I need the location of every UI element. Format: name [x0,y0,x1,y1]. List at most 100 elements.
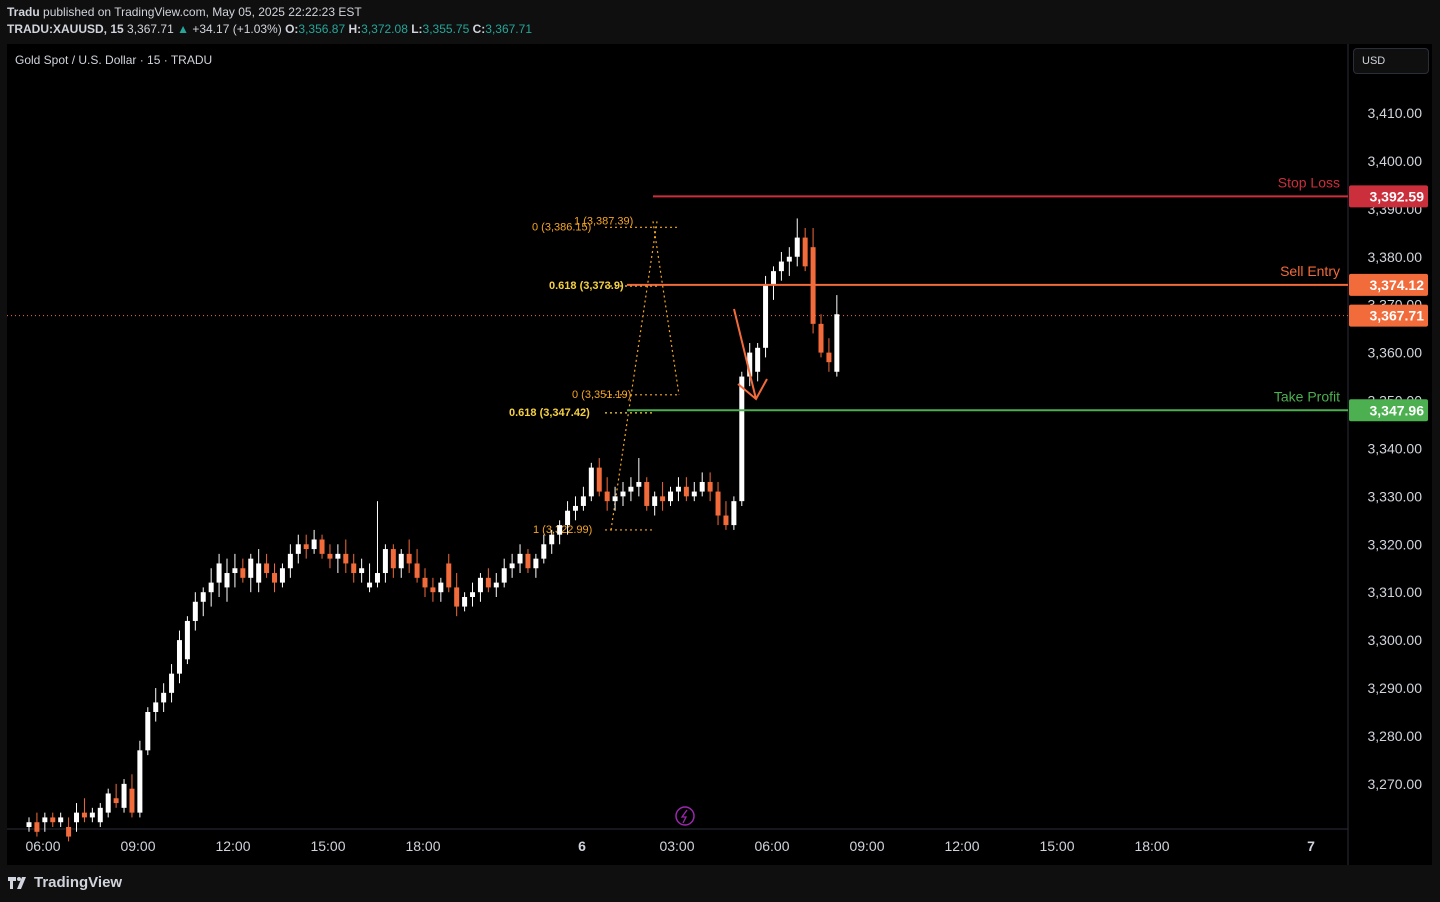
low-value: 3,355.75 [422,22,470,36]
candle-body [715,491,721,516]
candle-body [541,544,547,559]
published-text: published on TradingView.com, May 05, 20… [43,5,362,19]
candle-body [176,640,182,674]
y-tick-label: 3,400.00 [1368,153,1423,169]
candle-body [778,261,784,272]
lightning-bolt-icon [680,809,688,824]
x-tick-label: 09:00 [849,838,884,854]
fib-trend-line [610,221,658,531]
candle-body [121,783,127,808]
candle-body [374,573,380,583]
x-tick-label: 18:00 [1134,838,1169,854]
chart-area[interactable]: Gold Spot / U.S. Dollar · 15 · TRADU 3,27… [7,44,1432,865]
candle-body [295,544,301,554]
candle-body [161,692,167,703]
candle-body [462,596,468,607]
candle-body [620,491,626,497]
y-tick-label: 3,410.00 [1368,105,1423,121]
candle-body [699,481,705,492]
candle-body [382,549,388,574]
tradingview-logo[interactable]: TradingView [8,874,122,891]
y-tick-label: 3,320.00 [1368,536,1423,552]
arrow-head-icon [737,378,768,401]
y-tick-label: 3,290.00 [1368,680,1423,696]
candle-body [731,501,737,526]
candle-body [137,750,143,813]
y-tick-label: 3,270.00 [1368,776,1423,792]
candle-body [509,563,515,569]
candle-body [517,553,523,564]
candle-body [406,553,412,564]
fib-label: 0.618 (3,373.9) [549,280,624,292]
candle-body [549,534,555,545]
candle-body [272,573,278,583]
candle-body [367,582,373,588]
last-price-tag [1349,304,1428,327]
candle-body [763,285,769,348]
candle-body [327,553,333,559]
publisher-name[interactable]: Tradu [7,5,40,19]
candle-body [834,314,840,372]
candle-body [311,539,317,550]
y-tick-label: 3,300.00 [1368,632,1423,648]
high-value: 3,372.08 [361,22,408,36]
candle-body [628,486,634,492]
change-text: +34.17 (+1.03%) [192,22,282,36]
last-price-label: 3,367.71 [1370,308,1425,324]
fib-label: 0 (3,351.19) [572,389,631,401]
candle-body [113,798,119,804]
candle-body [438,582,444,593]
candle-body [319,539,325,554]
candle-body [525,553,531,569]
candle-body [256,563,262,583]
candle-body [683,486,689,497]
candle-body [153,702,159,712]
x-tick-label: 06:00 [754,838,789,854]
fib-label: 1 (3,322.99) [533,524,592,536]
footer: TradingView [0,866,1440,902]
fib-trend-line [652,221,680,395]
tradingview-logo-icon [8,876,26,889]
candle-body [565,510,571,526]
candle-body [802,237,808,267]
x-tick-label: 15:00 [310,838,345,854]
chart-canvas[interactable]: Gold Spot / U.S. Dollar · 15 · TRADU 3,27… [7,44,1432,865]
level-price-tag [1349,185,1428,208]
candle-body [636,481,642,487]
candle-body [279,568,285,583]
currency-button[interactable]: USD [1353,48,1429,74]
candle-body [66,827,72,837]
x-tick-label: 15:00 [1039,838,1074,854]
candle-body [604,491,610,502]
candle-body [303,544,309,550]
chart-title: Gold Spot / U.S. Dollar · 15 · TRADU [15,53,212,67]
candle-body [335,553,341,559]
candle-body [652,496,658,506]
x-tick-label: 18:00 [405,838,440,854]
candle-body [668,491,674,502]
candle-body [612,496,618,502]
candle-body [145,712,151,751]
x-tick-label: 7 [1307,838,1315,854]
candle-body [42,817,48,823]
fib-label: 1 (3,387.39) [574,215,633,227]
lightning-icon[interactable] [675,806,695,826]
candle-body [660,496,666,502]
chart-header: Tradu published on TradingView.com, May … [0,0,1440,44]
ohlc-line: TRADU:XAUUSD, 15 3,367.71 ▲ +34.17 (+1.0… [7,22,532,36]
up-triangle-icon: ▲ [177,22,189,36]
candle-body [826,352,832,363]
y-tick-label: 3,380.00 [1368,249,1423,265]
candle-body [89,812,95,818]
candle-body [723,515,729,526]
fib-label: 0 (3,386.15) [532,221,591,233]
candle-body [74,812,80,823]
level-name-label: Stop Loss [1278,174,1340,190]
candle-body [786,256,792,262]
candle-body [707,481,713,492]
candle-body [493,582,499,588]
candle-body [414,563,420,578]
candle-body [794,237,800,257]
close-value: 3,367.71 [485,22,532,36]
candle-body [596,467,602,492]
